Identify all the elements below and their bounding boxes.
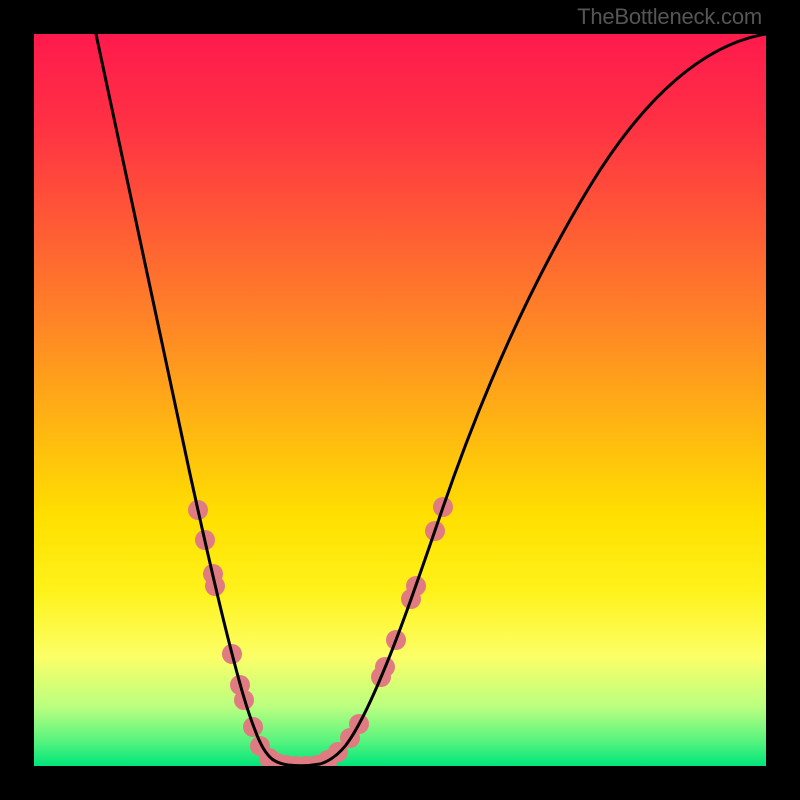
chart-svg	[34, 34, 766, 766]
watermark-text: TheBottleneck.com	[577, 4, 762, 30]
plot-area	[34, 34, 766, 766]
figure-root: TheBottleneck.com	[0, 0, 800, 800]
plot-background	[34, 34, 766, 766]
